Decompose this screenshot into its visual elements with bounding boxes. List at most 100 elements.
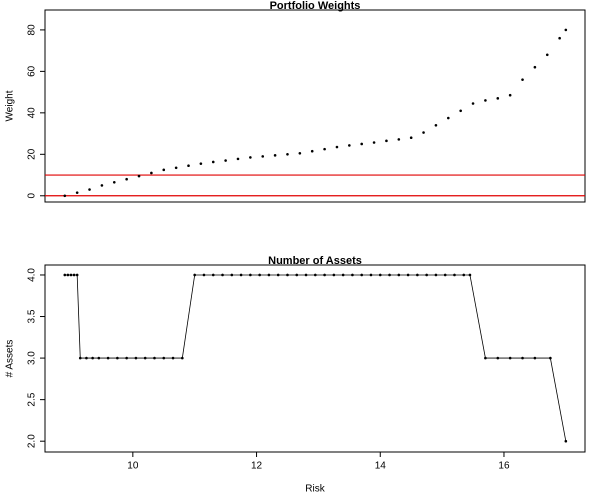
plot-frame (44, 9, 586, 203)
data-point (341, 273, 345, 277)
data-point (453, 273, 456, 277)
data-point (181, 356, 184, 360)
data-point (224, 159, 227, 162)
y-tick-label: 20 (27, 148, 38, 160)
data-point (298, 151, 302, 155)
data-point (261, 155, 265, 158)
data-point (508, 93, 512, 97)
data-point (406, 273, 410, 277)
data-point (378, 273, 382, 277)
data-point (360, 273, 364, 277)
data-point (153, 356, 156, 360)
data-point (63, 273, 67, 277)
data-point (171, 356, 175, 360)
data-point (521, 78, 524, 81)
y-axis-label: # Assets (5, 340, 16, 378)
data-point (106, 356, 110, 360)
data-point (75, 273, 79, 277)
data-point (72, 273, 76, 277)
data-point (75, 191, 79, 194)
data-point (258, 273, 261, 277)
data-point (372, 141, 376, 144)
data-point (416, 273, 419, 277)
data-point (97, 356, 101, 360)
data-point (66, 273, 70, 277)
data-point (496, 97, 500, 100)
data-point (443, 273, 447, 277)
data-point (116, 356, 119, 360)
data-point (409, 136, 413, 140)
data-point (137, 174, 141, 178)
x-tick-label: 12 (251, 461, 263, 472)
data-point (484, 99, 487, 102)
y-tick-label: 0 (27, 193, 38, 199)
data-point (162, 168, 166, 172)
data-point (496, 356, 500, 360)
data-point (125, 177, 128, 181)
data-point (63, 194, 67, 198)
data-point (134, 356, 138, 360)
data-point (385, 139, 388, 143)
data-point (91, 356, 94, 360)
data-point (239, 273, 243, 277)
y-tick-label: 80 (27, 24, 38, 36)
data-point (276, 273, 280, 277)
data-point (484, 356, 487, 360)
data-point (249, 156, 252, 159)
data-point (211, 273, 215, 277)
data-point (286, 153, 289, 156)
data-point (310, 149, 314, 153)
data-point (446, 116, 450, 120)
data-point (425, 273, 428, 277)
x-tick-label: 10 (127, 461, 139, 472)
y-tick-label: 60 (27, 65, 38, 77)
data-line (64, 274, 567, 442)
data-point (286, 273, 289, 277)
data-point (397, 273, 401, 277)
data-point (388, 273, 391, 277)
data-point (549, 356, 552, 360)
data-point (351, 273, 354, 277)
data-point (193, 273, 196, 277)
data-point (508, 356, 512, 360)
data-point (545, 53, 549, 57)
data-point (360, 142, 364, 146)
data-point (88, 188, 91, 191)
data-point (323, 273, 326, 277)
data-point (78, 356, 82, 360)
data-point (564, 28, 568, 32)
data-point (471, 102, 475, 105)
data-point (236, 157, 240, 161)
data-point (434, 123, 438, 127)
data-point (564, 439, 568, 443)
data-point (202, 273, 206, 277)
y-tick-label: 3.0 (27, 351, 38, 365)
data-point (459, 109, 462, 113)
data-point (304, 273, 308, 277)
y-tick-label: 2.5 (27, 392, 38, 406)
data-point (422, 131, 425, 134)
chart-title: Portfolio Weights (270, 0, 361, 12)
data-point (468, 273, 472, 277)
data-point (221, 273, 224, 277)
data-point (397, 138, 401, 141)
data-point (69, 273, 73, 277)
data-point (314, 273, 317, 277)
data-point (249, 273, 252, 277)
x-axis-label: Risk (305, 484, 325, 495)
data-point (150, 171, 153, 175)
data-point (230, 273, 234, 277)
data-point (85, 356, 88, 360)
data-point (187, 164, 190, 168)
y-tick-label: 2.0 (27, 434, 38, 448)
data-point (348, 144, 351, 147)
data-point (162, 356, 166, 360)
data-point (100, 184, 104, 187)
data-point (521, 356, 524, 360)
data-point (533, 356, 537, 360)
data-point (558, 36, 561, 40)
data-point (143, 356, 147, 360)
data-point (332, 273, 336, 277)
chart-title: Number of Assets (268, 255, 362, 267)
